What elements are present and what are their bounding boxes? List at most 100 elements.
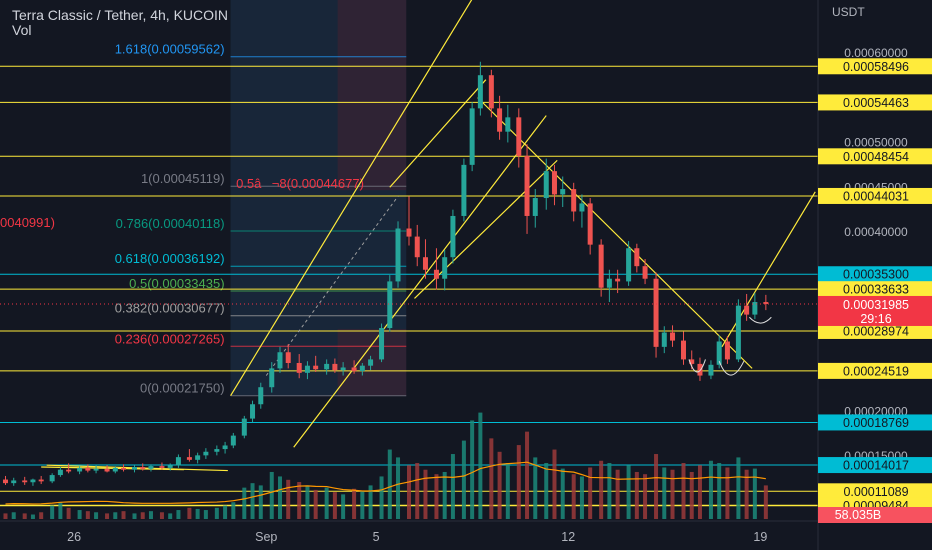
volume-bar: [525, 431, 530, 519]
volume-bar: [30, 514, 35, 519]
volume-bar: [231, 502, 236, 519]
volume-bar: [159, 512, 164, 519]
volume-bar: [77, 510, 82, 519]
candle-body: [214, 449, 220, 452]
volume-bar: [470, 420, 475, 519]
candle-body: [313, 365, 319, 370]
candle-body: [167, 465, 173, 468]
volume-bar: [148, 511, 153, 519]
candle-body: [93, 468, 99, 471]
level-badge-label: 0.00035300: [843, 268, 909, 282]
volume-bar: [634, 471, 639, 519]
volume-bar: [662, 467, 667, 519]
volume-bar: [450, 454, 455, 519]
candle-body: [351, 367, 357, 372]
volume-bar: [379, 476, 384, 519]
volume-bar: [533, 457, 538, 519]
candle-body: [359, 365, 365, 372]
fib-label: 0(0.00021750): [140, 381, 225, 396]
volume-bar: [313, 489, 318, 519]
volume-bar: [132, 513, 137, 519]
level-badge-label: 0.00014017: [843, 459, 909, 473]
volume-bar: [387, 449, 392, 519]
level-badge: [818, 94, 932, 111]
candle-body: [414, 236, 420, 258]
trend-line: [41, 466, 184, 471]
candle-body: [112, 467, 118, 472]
volume-bar: [352, 488, 357, 519]
candle-body: [461, 164, 467, 216]
volume-bar: [442, 471, 447, 519]
volume-bar: [689, 471, 694, 519]
candle-body: [744, 305, 750, 315]
candle-body: [104, 468, 110, 472]
date-tick-label: Sep: [255, 530, 277, 544]
volume-bar: [140, 512, 145, 519]
volume-bar: [105, 513, 110, 519]
volume-indicator-label: Vol: [12, 22, 32, 38]
candle-body: [689, 359, 695, 364]
candle-body: [230, 435, 236, 446]
candle-body: [304, 365, 310, 373]
volume-bar: [607, 463, 612, 519]
candle-body: [598, 244, 604, 288]
volume-bar: [670, 469, 675, 519]
trend-line: [389, 79, 487, 188]
candle-body: [186, 457, 192, 460]
volume-bar: [58, 502, 63, 519]
volume-bar: [258, 485, 263, 519]
candle-body: [642, 266, 648, 279]
candle-body: [752, 302, 758, 315]
level-badge-label: 0.00044031: [843, 189, 909, 203]
fib-overlap-label: 0.5â¬8(0.00044677): [236, 176, 364, 191]
candle-body: [708, 364, 714, 376]
volume-bar: [341, 494, 346, 519]
volume-bar: [203, 510, 208, 519]
current-price-label: 0.00031985: [843, 298, 909, 312]
candle-body: [488, 75, 494, 109]
fib-label: 0.236(0.00027265): [115, 331, 225, 346]
candle-body: [121, 467, 127, 470]
fib-label: 0.618(0.00036192): [115, 251, 225, 266]
volume-bar: [736, 457, 741, 519]
level-badge-label: 0.00054463: [843, 96, 909, 110]
candle-body: [653, 278, 659, 347]
volume-bar: [615, 469, 620, 519]
volume-bar: [277, 476, 282, 519]
volume-bar: [368, 485, 373, 519]
trend-line: [293, 115, 547, 448]
volume-bar: [489, 438, 494, 519]
risk-zone-top: [337, 0, 407, 191]
volume-bar: [332, 492, 337, 519]
volume-bar: [250, 483, 255, 519]
candle-body: [433, 269, 439, 279]
countdown-label: 29:16: [860, 312, 891, 326]
candle-body: [450, 215, 456, 258]
candle-body: [368, 359, 374, 366]
candle-body: [22, 480, 28, 483]
candle-body: [626, 248, 632, 282]
fib-label: 0.382(0.00030677): [115, 301, 225, 316]
volume-bar: [242, 487, 247, 519]
candle-body: [77, 467, 83, 472]
volume-bar: [744, 469, 749, 519]
level-badge: [818, 457, 932, 474]
candle-body: [680, 340, 686, 360]
volume-bar: [85, 511, 90, 519]
candle-body: [634, 248, 640, 267]
candle-body: [579, 203, 585, 212]
pattern-arc: [688, 359, 706, 373]
volume-bar: [552, 449, 557, 519]
volume-bar: [305, 485, 310, 519]
candle-body: [269, 368, 275, 388]
candle-body: [571, 189, 577, 212]
candle-body: [30, 479, 36, 483]
candle-body: [159, 466, 165, 468]
currency-label: USDT: [832, 5, 865, 19]
date-tick-label: 19: [753, 530, 767, 544]
volume-bar: [176, 510, 181, 519]
volume-bar: [223, 505, 228, 519]
candle-body: [195, 455, 201, 460]
volume-bar: [681, 463, 686, 519]
